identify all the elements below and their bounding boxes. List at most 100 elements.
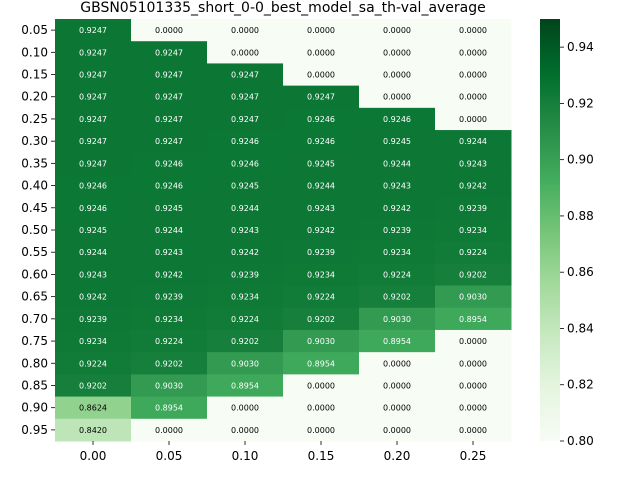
heatmap-cell xyxy=(131,107,208,131)
heatmap-cell xyxy=(207,241,284,264)
heatmap-cell xyxy=(207,418,284,442)
heatmap-cell xyxy=(359,307,436,331)
y-tick-label: 0.25 xyxy=(21,112,48,126)
cell-value-label: 0.0000 xyxy=(459,404,487,413)
cell-value-label: 0.8954 xyxy=(231,381,259,390)
y-tick-label: 0.45 xyxy=(21,201,48,215)
cell-value-label: 0.9245 xyxy=(383,137,411,146)
heatmap-cell xyxy=(359,329,436,353)
y-tick-label: 0.40 xyxy=(21,179,48,193)
cell-value-label: 0.9234 xyxy=(459,226,487,235)
heatmap-cell xyxy=(359,85,436,109)
y-tick-label: 0.05 xyxy=(21,23,48,37)
x-tick-label: 0.25 xyxy=(460,449,487,463)
heatmap-cell xyxy=(359,130,436,153)
cell-value-label: 0.0000 xyxy=(383,404,411,413)
cell-value-label: 0.9247 xyxy=(155,115,183,124)
heatmap-cell xyxy=(207,63,284,87)
heatmap-cell xyxy=(55,418,132,442)
cell-value-label: 0.9202 xyxy=(459,270,487,279)
cell-value-label: 0.9245 xyxy=(231,182,259,191)
cell-value-label: 0.9234 xyxy=(155,315,183,324)
cell-value-label: 0.9244 xyxy=(231,204,259,213)
heatmap-cell xyxy=(131,152,208,175)
cell-value-label: 0.8624 xyxy=(79,404,107,413)
heatmap-cell xyxy=(283,263,360,287)
heatmap-cell xyxy=(435,19,512,42)
heatmap-cell xyxy=(359,241,436,264)
heatmap-cell xyxy=(55,152,132,175)
cell-value-label: 0.9246 xyxy=(231,159,259,168)
heatmap-cell xyxy=(55,19,132,42)
colorbar: 0.80 0.82 0.84 0.86 0.88 0.90 0.92 0.94 xyxy=(540,19,594,448)
cell-value-label: 0.9247 xyxy=(231,115,259,124)
cell-value-label: 0.9246 xyxy=(79,204,107,213)
colorbar-tick-label: 0.82 xyxy=(567,378,594,392)
heatmap-cell xyxy=(435,152,512,175)
cell-value-label: 0.0000 xyxy=(307,71,335,80)
heatmap-cell xyxy=(55,63,132,87)
y-tick-label: 0.65 xyxy=(21,290,48,304)
cell-value-label: 0.0000 xyxy=(459,381,487,390)
heatmap-cell xyxy=(283,196,360,220)
cell-value-label: 0.0000 xyxy=(307,381,335,390)
x-tick-label: 0.15 xyxy=(308,449,335,463)
heatmap-cell xyxy=(283,218,360,242)
cell-value-label: 0.9245 xyxy=(155,204,183,213)
heatmap-cell xyxy=(131,130,208,153)
heatmap-cell xyxy=(55,41,132,64)
heatmap-cell xyxy=(207,352,284,375)
cell-value-label: 0.9239 xyxy=(155,293,183,302)
cell-value-label: 0.9243 xyxy=(155,248,183,257)
heatmap-cell xyxy=(435,307,512,331)
heatmap-cell xyxy=(207,263,284,287)
cell-value-label: 0.0000 xyxy=(383,426,411,435)
heatmap-cell xyxy=(435,374,512,398)
colorbar-tick-label: 0.86 xyxy=(567,265,594,279)
cell-value-label: 0.9242 xyxy=(79,293,107,302)
cell-value-label: 0.0000 xyxy=(459,48,487,57)
cell-value-label: 0.0000 xyxy=(231,48,259,57)
heatmap-cell xyxy=(283,352,360,375)
colorbar-tick-label: 0.84 xyxy=(567,321,594,335)
heatmap-cell xyxy=(131,374,208,398)
heatmap-cell xyxy=(283,396,360,420)
heatmap-cell xyxy=(283,329,360,353)
cell-value-label: 0.9242 xyxy=(155,270,183,279)
heatmap-cell xyxy=(359,374,436,398)
cell-value-label: 0.8954 xyxy=(307,359,335,368)
cell-value-label: 0.0000 xyxy=(383,381,411,390)
cell-value-label: 0.0000 xyxy=(307,48,335,57)
cell-value-label: 0.9224 xyxy=(231,315,259,324)
colorbar-tick-label: 0.90 xyxy=(567,153,594,167)
heatmap-cell xyxy=(207,85,284,109)
heatmap-cell xyxy=(435,241,512,264)
heatmap-cell xyxy=(207,196,284,220)
cell-value-label: 0.9030 xyxy=(383,315,411,324)
heatmap-cell xyxy=(131,218,208,242)
cell-value-label: 0.0000 xyxy=(459,71,487,80)
cell-value-label: 0.9234 xyxy=(383,248,411,257)
cell-value-label: 0.9245 xyxy=(307,159,335,168)
cell-value-label: 0.9243 xyxy=(79,270,107,279)
heatmap-cell xyxy=(359,63,436,87)
heatmap-cell xyxy=(55,241,132,264)
cell-value-label: 0.9224 xyxy=(307,293,335,302)
cell-value-label: 0.9246 xyxy=(383,115,411,124)
cell-value-label: 0.9246 xyxy=(307,137,335,146)
heatmap-cell xyxy=(131,307,208,331)
heatmap-cell xyxy=(283,41,360,64)
cell-value-label: 0.9202 xyxy=(383,293,411,302)
heatmap-cell xyxy=(359,418,436,442)
colorbar-gradient xyxy=(540,19,560,441)
cell-value-label: 0.0000 xyxy=(231,426,259,435)
heatmap-cell xyxy=(131,85,208,109)
heatmap-cell xyxy=(55,285,132,309)
x-tick-label: 0.00 xyxy=(80,449,107,463)
heatmap-cell xyxy=(207,19,284,42)
cell-value-label: 0.8954 xyxy=(155,404,183,413)
cell-value-label: 0.9243 xyxy=(231,226,259,235)
cell-value-label: 0.9224 xyxy=(383,270,411,279)
cell-value-label: 0.9242 xyxy=(231,248,259,257)
cell-value-label: 0.9246 xyxy=(155,159,183,168)
